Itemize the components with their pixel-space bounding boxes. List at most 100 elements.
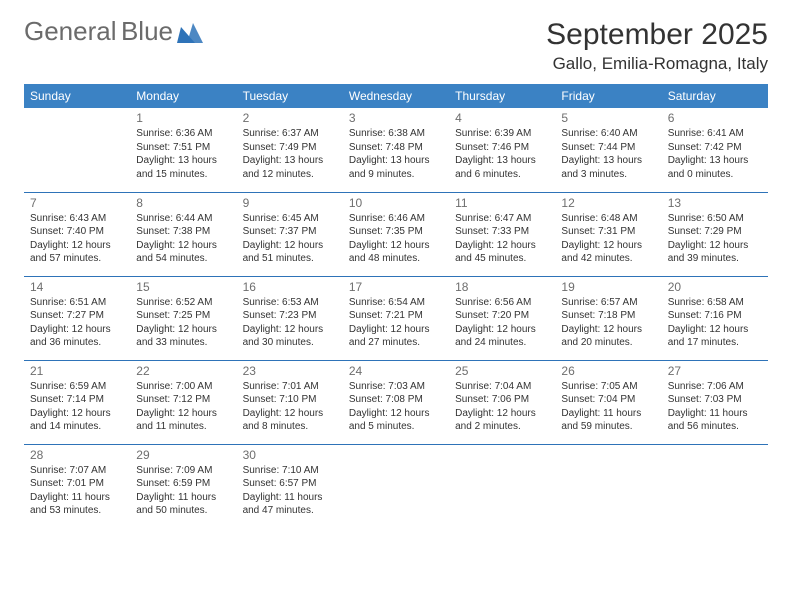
daylight-line: Daylight: 12 hours and 42 minutes. (561, 239, 655, 266)
day-number: 18 (455, 280, 549, 294)
day-info: Sunrise: 6:56 AMSunset: 7:20 PMDaylight:… (455, 296, 549, 350)
calendar-week: 28 Sunrise: 7:07 AMSunset: 7:01 PMDayligh… (24, 444, 768, 528)
calendar-day: 29Sunrise: 7:09 AMSunset: 6:59 PMDayligh… (130, 444, 236, 528)
sunset-line: Sunset: 7:37 PM (243, 225, 337, 239)
day-header: Monday (130, 84, 236, 108)
sunrise-line: Sunrise: 6:51 AM (30, 296, 124, 310)
day-number: 11 (455, 196, 549, 210)
daylight-line: Daylight: 12 hours and 30 minutes. (243, 323, 337, 350)
day-info: Sunrise: 6:51 AMSunset: 7:27 PMDaylight:… (30, 296, 124, 350)
day-info: Sunrise: 6:48 AMSunset: 7:31 PMDaylight:… (561, 212, 655, 266)
sunrise-line: Sunrise: 6:57 AM (561, 296, 655, 310)
sunrise-line: Sunrise: 7:00 AM (136, 380, 230, 394)
location-label: Gallo, Emilia-Romagna, Italy (546, 54, 768, 74)
calendar-day: 28 Sunrise: 7:07 AMSunset: 7:01 PMDayligh… (24, 444, 130, 528)
calendar-day: 12 Sunrise: 6:48 AMSunset: 7:31 PMDayligh… (555, 192, 661, 276)
calendar-day: 18 Sunrise: 6:56 AMSunset: 7:20 PMDayligh… (449, 276, 555, 360)
day-info: Sunrise: 7:07 AMSunset: 7:01 PMDaylight:… (30, 464, 124, 518)
day-number: 20 (668, 280, 762, 294)
day-header: Sunday (24, 84, 130, 108)
sunset-line: Sunset: 7:49 PM (243, 141, 337, 155)
calendar-day: 10Sunrise: 6:46 AMSunset: 7:35 PMDayligh… (343, 192, 449, 276)
sunset-line: Sunset: 7:35 PM (349, 225, 443, 239)
sunset-line: Sunset: 7:27 PM (30, 309, 124, 323)
sunset-line: Sunset: 7:14 PM (30, 393, 124, 407)
daylight-line: Daylight: 12 hours and 36 minutes. (30, 323, 124, 350)
calendar-day: 22Sunrise: 7:00 AMSunset: 7:12 PMDayligh… (130, 360, 236, 444)
sunrise-line: Sunrise: 7:03 AM (349, 380, 443, 394)
sunrise-line: Sunrise: 7:09 AM (136, 464, 230, 478)
daylight-line: Daylight: 12 hours and 11 minutes. (136, 407, 230, 434)
daylight-line: Daylight: 12 hours and 17 minutes. (668, 323, 762, 350)
daylight-line: Daylight: 12 hours and 14 minutes. (30, 407, 124, 434)
sunrise-line: Sunrise: 6:38 AM (349, 127, 443, 141)
daylight-line: Daylight: 13 hours and 3 minutes. (561, 154, 655, 181)
brand-name-bottom: Blue (121, 16, 173, 46)
daylight-line: Daylight: 12 hours and 24 minutes. (455, 323, 549, 350)
daylight-line: Daylight: 13 hours and 12 minutes. (243, 154, 337, 181)
day-number: 10 (349, 196, 443, 210)
calendar-day: 3Sunrise: 6:38 AMSunset: 7:48 PMDaylight… (343, 108, 449, 192)
day-info: Sunrise: 6:36 AMSunset: 7:51 PMDaylight:… (136, 127, 230, 181)
calendar-day: 4Sunrise: 6:39 AMSunset: 7:46 PMDaylight… (449, 108, 555, 192)
day-header: Friday (555, 84, 661, 108)
calendar-day: 19Sunrise: 6:57 AMSunset: 7:18 PMDayligh… (555, 276, 661, 360)
day-number: 4 (455, 111, 549, 125)
daylight-line: Daylight: 13 hours and 15 minutes. (136, 154, 230, 181)
calendar-week: 21Sunrise: 6:59 AMSunset: 7:14 PMDayligh… (24, 360, 768, 444)
sunset-line: Sunset: 7:44 PM (561, 141, 655, 155)
calendar-table: SundayMondayTuesdayWednesdayThursdayFrid… (24, 84, 768, 528)
calendar-week: 1Sunrise: 6:36 AMSunset: 7:51 PMDaylight… (24, 108, 768, 192)
sunrise-line: Sunrise: 6:50 AM (668, 212, 762, 226)
brand-logo: General Blue (24, 18, 203, 45)
sunrise-line: Sunrise: 6:41 AM (668, 127, 762, 141)
day-info: Sunrise: 6:41 AMSunset: 7:42 PMDaylight:… (668, 127, 762, 181)
day-info: Sunrise: 6:59 AMSunset: 7:14 PMDaylight:… (30, 380, 124, 434)
day-number: 6 (668, 111, 762, 125)
day-number: 7 (30, 196, 124, 210)
day-number: 27 (668, 364, 762, 378)
calendar-day: 25Sunrise: 7:04 AMSunset: 7:06 PMDayligh… (449, 360, 555, 444)
day-number: 12 (561, 196, 655, 210)
day-number: 8 (136, 196, 230, 210)
daylight-line: Daylight: 12 hours and 45 minutes. (455, 239, 549, 266)
calendar-day: 2 Sunrise: 6:37 AMSunset: 7:49 PMDaylight… (237, 108, 343, 192)
day-header: Saturday (662, 84, 768, 108)
daylight-line: Daylight: 12 hours and 48 minutes. (349, 239, 443, 266)
day-info: Sunrise: 7:05 AMSunset: 7:04 PMDaylight:… (561, 380, 655, 434)
daylight-line: Daylight: 12 hours and 5 minutes. (349, 407, 443, 434)
sunrise-line: Sunrise: 6:43 AM (30, 212, 124, 226)
day-number: 2 (243, 111, 337, 125)
sunrise-line: Sunrise: 6:36 AM (136, 127, 230, 141)
sunrise-line: Sunrise: 6:59 AM (30, 380, 124, 394)
sunset-line: Sunset: 7:33 PM (455, 225, 549, 239)
sunset-line: Sunset: 7:38 PM (136, 225, 230, 239)
sunset-line: Sunset: 7:08 PM (349, 393, 443, 407)
daylight-line: Daylight: 12 hours and 2 minutes. (455, 407, 549, 434)
calendar-day: 20Sunrise: 6:58 AMSunset: 7:16 PMDayligh… (662, 276, 768, 360)
sunset-line: Sunset: 7:06 PM (455, 393, 549, 407)
calendar-day: 7Sunrise: 6:43 AMSunset: 7:40 PMDaylight… (24, 192, 130, 276)
day-info: Sunrise: 7:06 AMSunset: 7:03 PMDaylight:… (668, 380, 762, 434)
sunset-line: Sunset: 7:51 PM (136, 141, 230, 155)
day-info: Sunrise: 7:10 AMSunset: 6:57 PMDaylight:… (243, 464, 337, 518)
day-info: Sunrise: 7:04 AMSunset: 7:06 PMDaylight:… (455, 380, 549, 434)
day-info: Sunrise: 6:52 AMSunset: 7:25 PMDaylight:… (136, 296, 230, 350)
day-number: 5 (561, 111, 655, 125)
calendar-body: 1Sunrise: 6:36 AMSunset: 7:51 PMDaylight… (24, 108, 768, 528)
calendar-day: 23Sunrise: 7:01 AMSunset: 7:10 PMDayligh… (237, 360, 343, 444)
sunset-line: Sunset: 6:57 PM (243, 477, 337, 491)
calendar-day: 13Sunrise: 6:50 AMSunset: 7:29 PMDayligh… (662, 192, 768, 276)
calendar-empty (449, 444, 555, 528)
calendar-day: 5Sunrise: 6:40 AMSunset: 7:44 PMDaylight… (555, 108, 661, 192)
sunset-line: Sunset: 6:59 PM (136, 477, 230, 491)
day-number: 16 (243, 280, 337, 294)
day-info: Sunrise: 6:54 AMSunset: 7:21 PMDaylight:… (349, 296, 443, 350)
sunrise-line: Sunrise: 6:37 AM (243, 127, 337, 141)
day-info: Sunrise: 6:47 AMSunset: 7:33 PMDaylight:… (455, 212, 549, 266)
day-number: 28 (30, 448, 124, 462)
sunset-line: Sunset: 7:23 PM (243, 309, 337, 323)
daylight-line: Daylight: 11 hours and 56 minutes. (668, 407, 762, 434)
day-number: 15 (136, 280, 230, 294)
calendar-day: 17Sunrise: 6:54 AMSunset: 7:21 PMDayligh… (343, 276, 449, 360)
